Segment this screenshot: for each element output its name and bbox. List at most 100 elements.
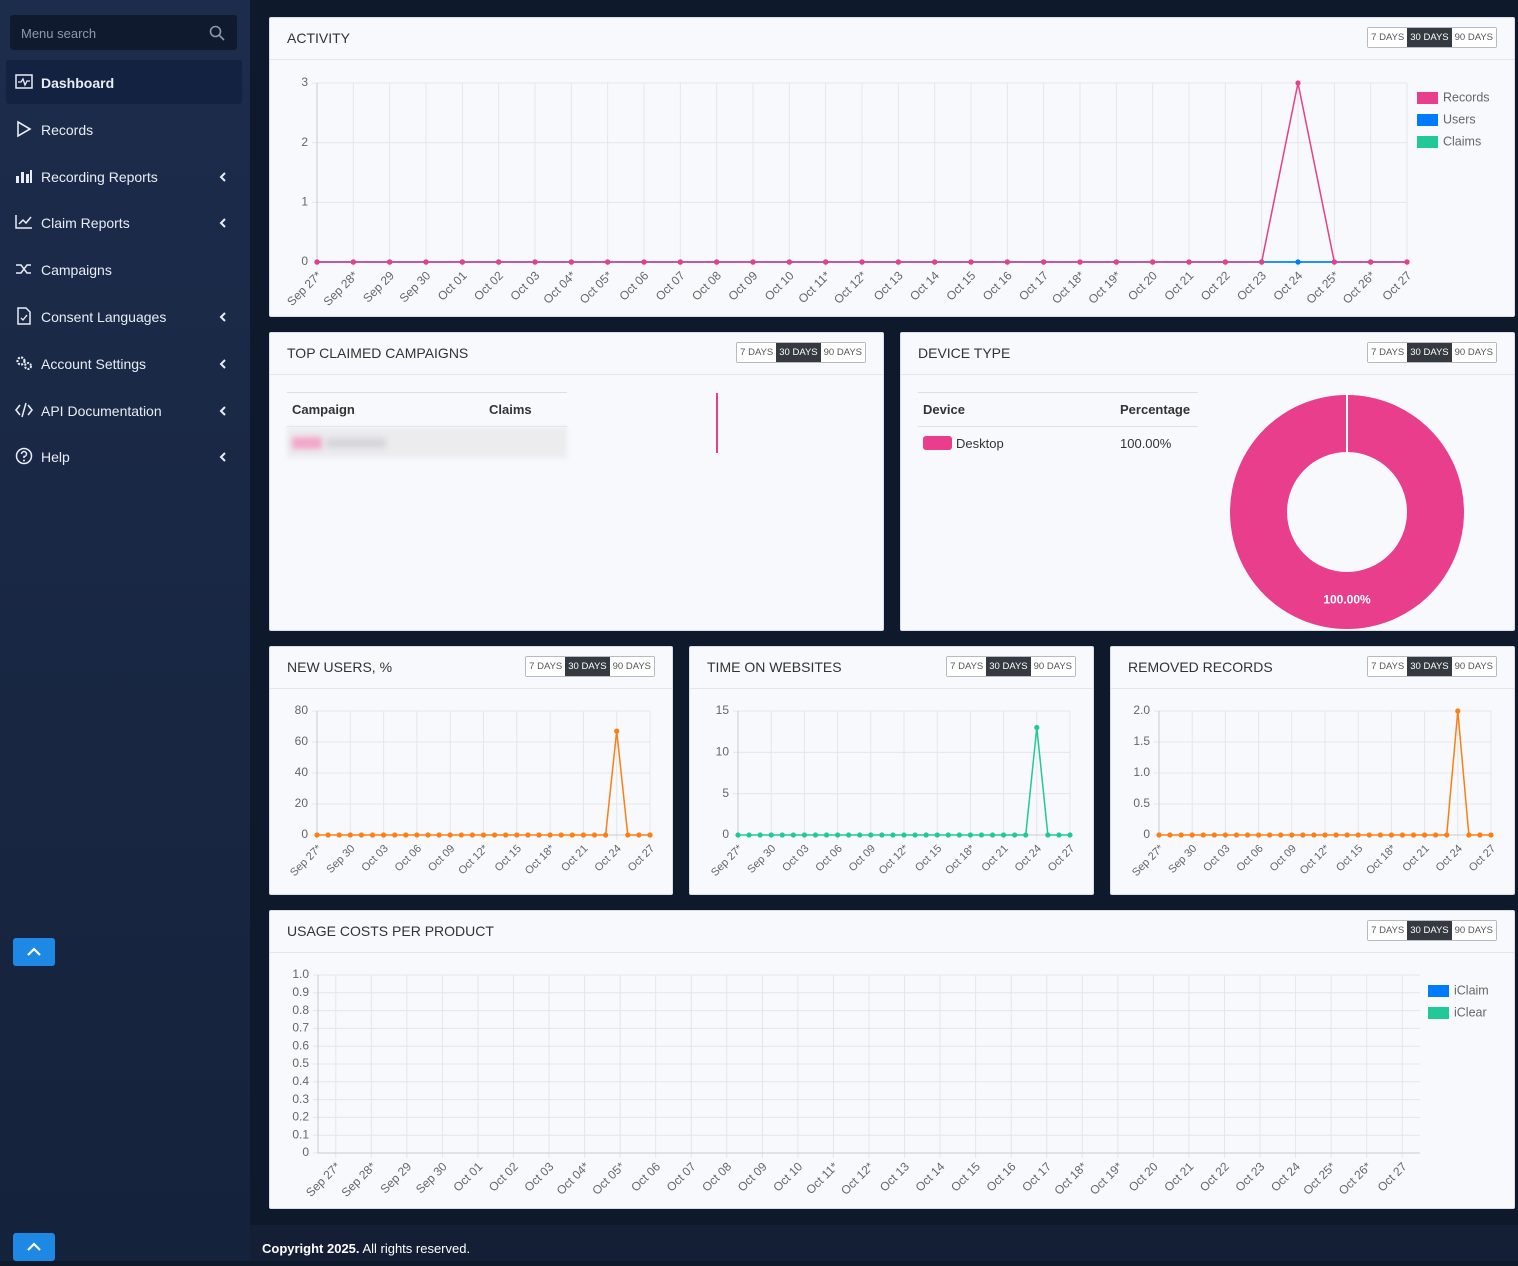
chevron: [219, 218, 226, 229]
menu-item[interactable]: Dashboard: [6, 60, 242, 104]
menu-item[interactable]: Consent Languages: [6, 294, 242, 338]
menu-item[interactable]: Campaigns: [6, 247, 242, 291]
panel-title: USAGE COSTS PER PRODUCT: [287, 923, 494, 939]
device-percentage: 100.00%: [1120, 436, 1172, 451]
chevron: [219, 405, 226, 416]
table-header: Claims: [489, 402, 532, 417]
menu-label: Claim Reports: [41, 215, 130, 232]
menu-item[interactable]: Account Settings: [6, 341, 242, 385]
panel: NEW USERS, % 7 DAYS 30 DAYS 90 DAYS: [269, 646, 673, 895]
panel-title: REMOVED RECORDS: [1128, 659, 1273, 675]
panel: TOP CLAIMED CAMPAIGNS 7 DAYS 30 DAYS 90 DAY…: [269, 332, 884, 631]
panel-divider: [270, 374, 883, 375]
menu-icon: [15, 402, 33, 417]
menu-icon: [16, 356, 32, 370]
menu-label: Recording Reports: [41, 168, 158, 185]
menu-icon: [17, 120, 32, 138]
period-button[interactable]: 90 DAYS: [609, 657, 654, 676]
panel: TIME ON WEBSITES 7 DAYS 30 DAYS 90 DAYS: [689, 646, 1094, 895]
menu-label: Consent Languages: [41, 309, 167, 325]
period-button[interactable]: 7 DAYS: [1368, 657, 1408, 676]
campaign-chart-line: [716, 393, 718, 453]
footer-text: Copyright 2025. All rights reserved.: [262, 1241, 470, 1256]
period-button[interactable]: 7 DAYS: [1368, 921, 1408, 940]
period-button[interactable]: 30 DAYS: [986, 657, 1031, 676]
menu-item[interactable]: Help: [6, 434, 242, 478]
table-header: Device: [923, 402, 965, 417]
period-selector: 7 DAYS 30 DAYS 90 DAYS: [1367, 920, 1497, 941]
chevron-up: [27, 1242, 41, 1251]
table-border: [918, 392, 1198, 393]
panel-title: NEW USERS, %: [287, 659, 393, 675]
search-icon: [209, 25, 225, 41]
menu-label: Campaigns: [41, 262, 112, 279]
legend-swatch: [923, 436, 952, 450]
menu-label: Account Settings: [41, 355, 147, 372]
menu-item[interactable]: Claim Reports: [6, 200, 242, 244]
table-border: [287, 426, 567, 427]
period-button[interactable]: 30 DAYS: [1407, 657, 1452, 676]
period-button[interactable]: 90 DAYS: [820, 343, 865, 362]
panel-title: DEVICE TYPE: [918, 345, 1011, 361]
menu-icon: [16, 264, 31, 274]
period-selector: 7 DAYS 30 DAYS 90 DAYS: [1367, 656, 1497, 677]
panel-title: TIME ON WEBSITES: [707, 659, 842, 675]
device-name: Desktop: [956, 436, 1004, 451]
table-border: [287, 392, 567, 393]
period-button[interactable]: 30 DAYS: [565, 657, 610, 676]
scroll-up-button[interactable]: [13, 938, 55, 966]
redacted-text: [326, 438, 386, 448]
menu-item[interactable]: API Documentation: [6, 388, 242, 432]
scroll-up-button[interactable]: [13, 1233, 55, 1261]
menu-item[interactable]: Recording Reports: [6, 154, 242, 198]
panel-divider: [1111, 688, 1514, 689]
chevron: [219, 171, 226, 182]
period-button[interactable]: 30 DAYS: [1407, 921, 1452, 940]
period-button[interactable]: 90 DAYS: [1030, 657, 1075, 676]
table-header: Percentage: [1120, 402, 1191, 417]
period-button[interactable]: 90 DAYS: [1451, 657, 1496, 676]
period-selector: 7 DAYS 30 DAYS 90 DAYS: [946, 656, 1076, 677]
period-button[interactable]: 90 DAYS: [1451, 921, 1496, 940]
chevron: [219, 452, 226, 463]
menu-item[interactable]: Records: [6, 107, 242, 151]
menu-label: Dashboard: [41, 75, 115, 91]
period-button[interactable]: 30 DAYS: [1407, 28, 1452, 47]
period-button[interactable]: 7 DAYS: [1368, 343, 1408, 362]
period-button[interactable]: 7 DAYS: [1368, 28, 1408, 47]
menu-label: Records: [41, 121, 94, 138]
period-button[interactable]: 30 DAYS: [776, 343, 821, 362]
period-button[interactable]: 90 DAYS: [1451, 28, 1496, 47]
period-button[interactable]: 90 DAYS: [1451, 343, 1496, 362]
period-selector: 7 DAYS 30 DAYS 90 DAYS: [1367, 27, 1497, 48]
search-placeholder: Menu search: [21, 26, 97, 41]
menu-label: API Documentation: [41, 402, 162, 419]
rights: All rights reserved.: [362, 1241, 471, 1256]
redacted-swatch: [292, 437, 322, 449]
chevron-up: [27, 947, 41, 956]
period-selector: 7 DAYS 30 DAYS 90 DAYS: [736, 342, 866, 363]
panel: USAGE COSTS PER PRODUCT 7 DAYS 30 DAYS 90 D…: [269, 910, 1515, 1209]
period-button[interactable]: 7 DAYS: [737, 343, 777, 362]
menu-search[interactable]: Menu search: [10, 15, 237, 50]
chevron: [219, 359, 226, 369]
menu-icon: [15, 448, 33, 465]
menu-icon: [15, 74, 33, 89]
menu-label: Help: [41, 449, 70, 466]
panel-divider: [901, 374, 1514, 375]
panel-divider: [270, 688, 672, 689]
panel: DEVICE TYPE 7 DAYS 30 DAYS 90 DAYS Device Per…: [900, 332, 1515, 631]
panel-title: ACTIVITY: [287, 30, 351, 46]
period-selector: 7 DAYS 30 DAYS 90 DAYS: [1367, 342, 1497, 363]
table-border: [918, 426, 1198, 427]
period-button[interactable]: 30 DAYS: [1407, 343, 1452, 362]
period-button[interactable]: 7 DAYS: [526, 657, 566, 676]
menu-icon: [15, 215, 32, 230]
copyright: Copyright 2025.: [262, 1241, 360, 1256]
footer: Copyright 2025. All rights reserved.: [250, 1225, 1518, 1261]
sidebar: Menu search Dashboard Records Recording Re…: [0, 0, 250, 1261]
menu-icon: [16, 169, 32, 183]
panel: ACTIVITY 7 DAYS 30 DAYS 90 DAYS: [269, 17, 1515, 317]
menu-icon: [17, 307, 31, 325]
period-button[interactable]: 7 DAYS: [947, 657, 987, 676]
